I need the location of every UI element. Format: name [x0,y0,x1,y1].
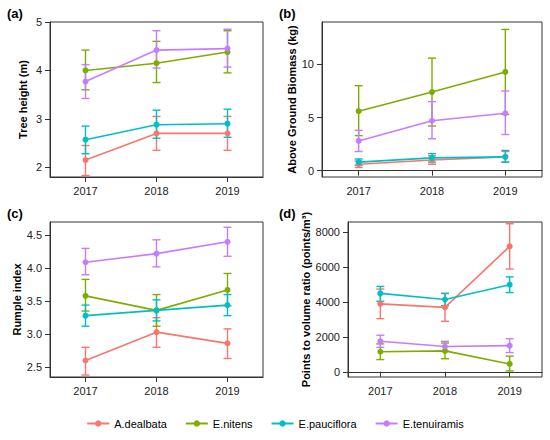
svg-text:2018: 2018 [420,185,444,197]
svg-text:2017: 2017 [346,185,370,197]
svg-text:A.dealbata: A.dealbata [114,418,167,430]
svg-text:2019: 2019 [493,185,517,197]
svg-text:8000: 8000 [316,226,340,238]
svg-text:Points to volume ratio (points: Points to volume ratio (points/m³) [300,211,312,387]
svg-text:(a): (a) [7,6,23,21]
svg-text:2018: 2018 [433,385,457,397]
svg-text:2: 2 [36,161,42,173]
svg-text:0: 0 [334,366,340,378]
svg-text:6000: 6000 [316,261,340,273]
svg-text:2019: 2019 [215,385,239,397]
svg-text:5: 5 [308,112,314,124]
svg-text:3: 3 [36,113,42,125]
svg-text:4000: 4000 [316,296,340,308]
svg-text:E.pauciflora: E.pauciflora [299,418,358,430]
svg-text:Above Ground Biomass (kg): Above Ground Biomass (kg) [286,25,298,174]
svg-text:10: 10 [302,58,314,70]
svg-text:3.5: 3.5 [27,295,42,307]
svg-text:2017: 2017 [73,185,97,197]
svg-text:4.0: 4.0 [27,262,42,274]
svg-text:2017: 2017 [73,385,97,397]
svg-text:Rumple index: Rumple index [11,263,23,336]
svg-text:0: 0 [308,165,314,177]
svg-text:(c): (c) [7,206,23,221]
svg-text:2018: 2018 [144,185,168,197]
svg-text:2000: 2000 [316,331,340,343]
svg-text:4.5: 4.5 [27,229,42,241]
svg-text:2019: 2019 [497,385,521,397]
svg-text:2019: 2019 [215,185,239,197]
svg-text:E.nitens: E.nitens [213,418,253,430]
svg-text:2017: 2017 [368,385,392,397]
svg-text:3.0: 3.0 [27,328,42,340]
svg-text:(b): (b) [279,6,296,21]
svg-text:2018: 2018 [144,385,168,397]
svg-text:(d): (d) [279,206,296,221]
svg-text:5: 5 [36,16,42,28]
svg-text:4: 4 [36,64,42,76]
svg-text:E.tenuiramis: E.tenuiramis [403,418,465,430]
svg-text:Tree height (m): Tree height (m) [17,60,29,139]
svg-text:2.5: 2.5 [27,361,42,373]
